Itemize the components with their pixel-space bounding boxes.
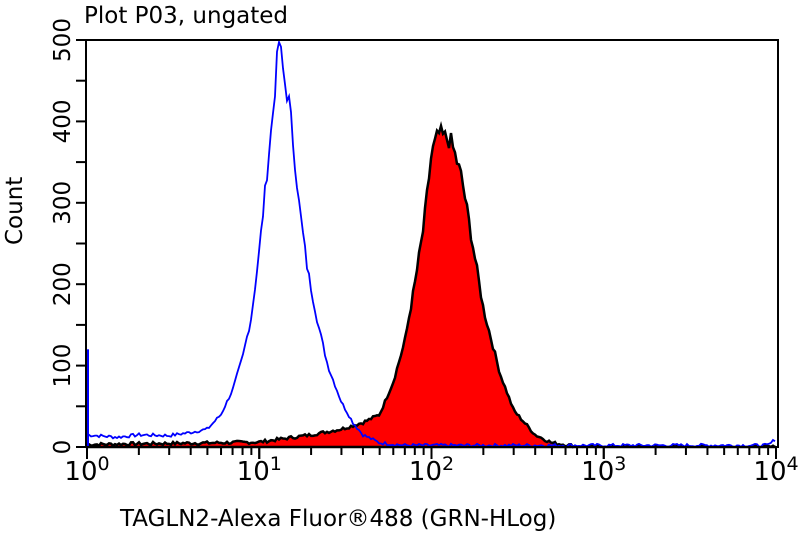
y-tick-label: 200: [50, 262, 76, 306]
chart-title: Plot P03, ungated: [84, 3, 289, 29]
y-tick-label: 400: [50, 99, 76, 143]
y-tick-label: 100: [50, 344, 76, 388]
stained-histogram: [85, 121, 776, 449]
x-tick-label: 100: [64, 453, 109, 487]
y-tick-label: 500: [50, 18, 76, 62]
control-histogram: [87, 38, 776, 449]
x-tick-label: 101: [237, 453, 282, 487]
x-tick-label: 103: [581, 453, 626, 487]
x-tick-label: 102: [409, 453, 454, 487]
series-layer: [85, 38, 776, 449]
x-tick-label: 104: [753, 453, 798, 487]
y-tick-label: 300: [50, 181, 76, 225]
y-tick-label: 0: [50, 440, 76, 455]
x-axis-label: TAGLN2-Alexa Fluor®488 (GRN-HLog): [120, 506, 557, 532]
